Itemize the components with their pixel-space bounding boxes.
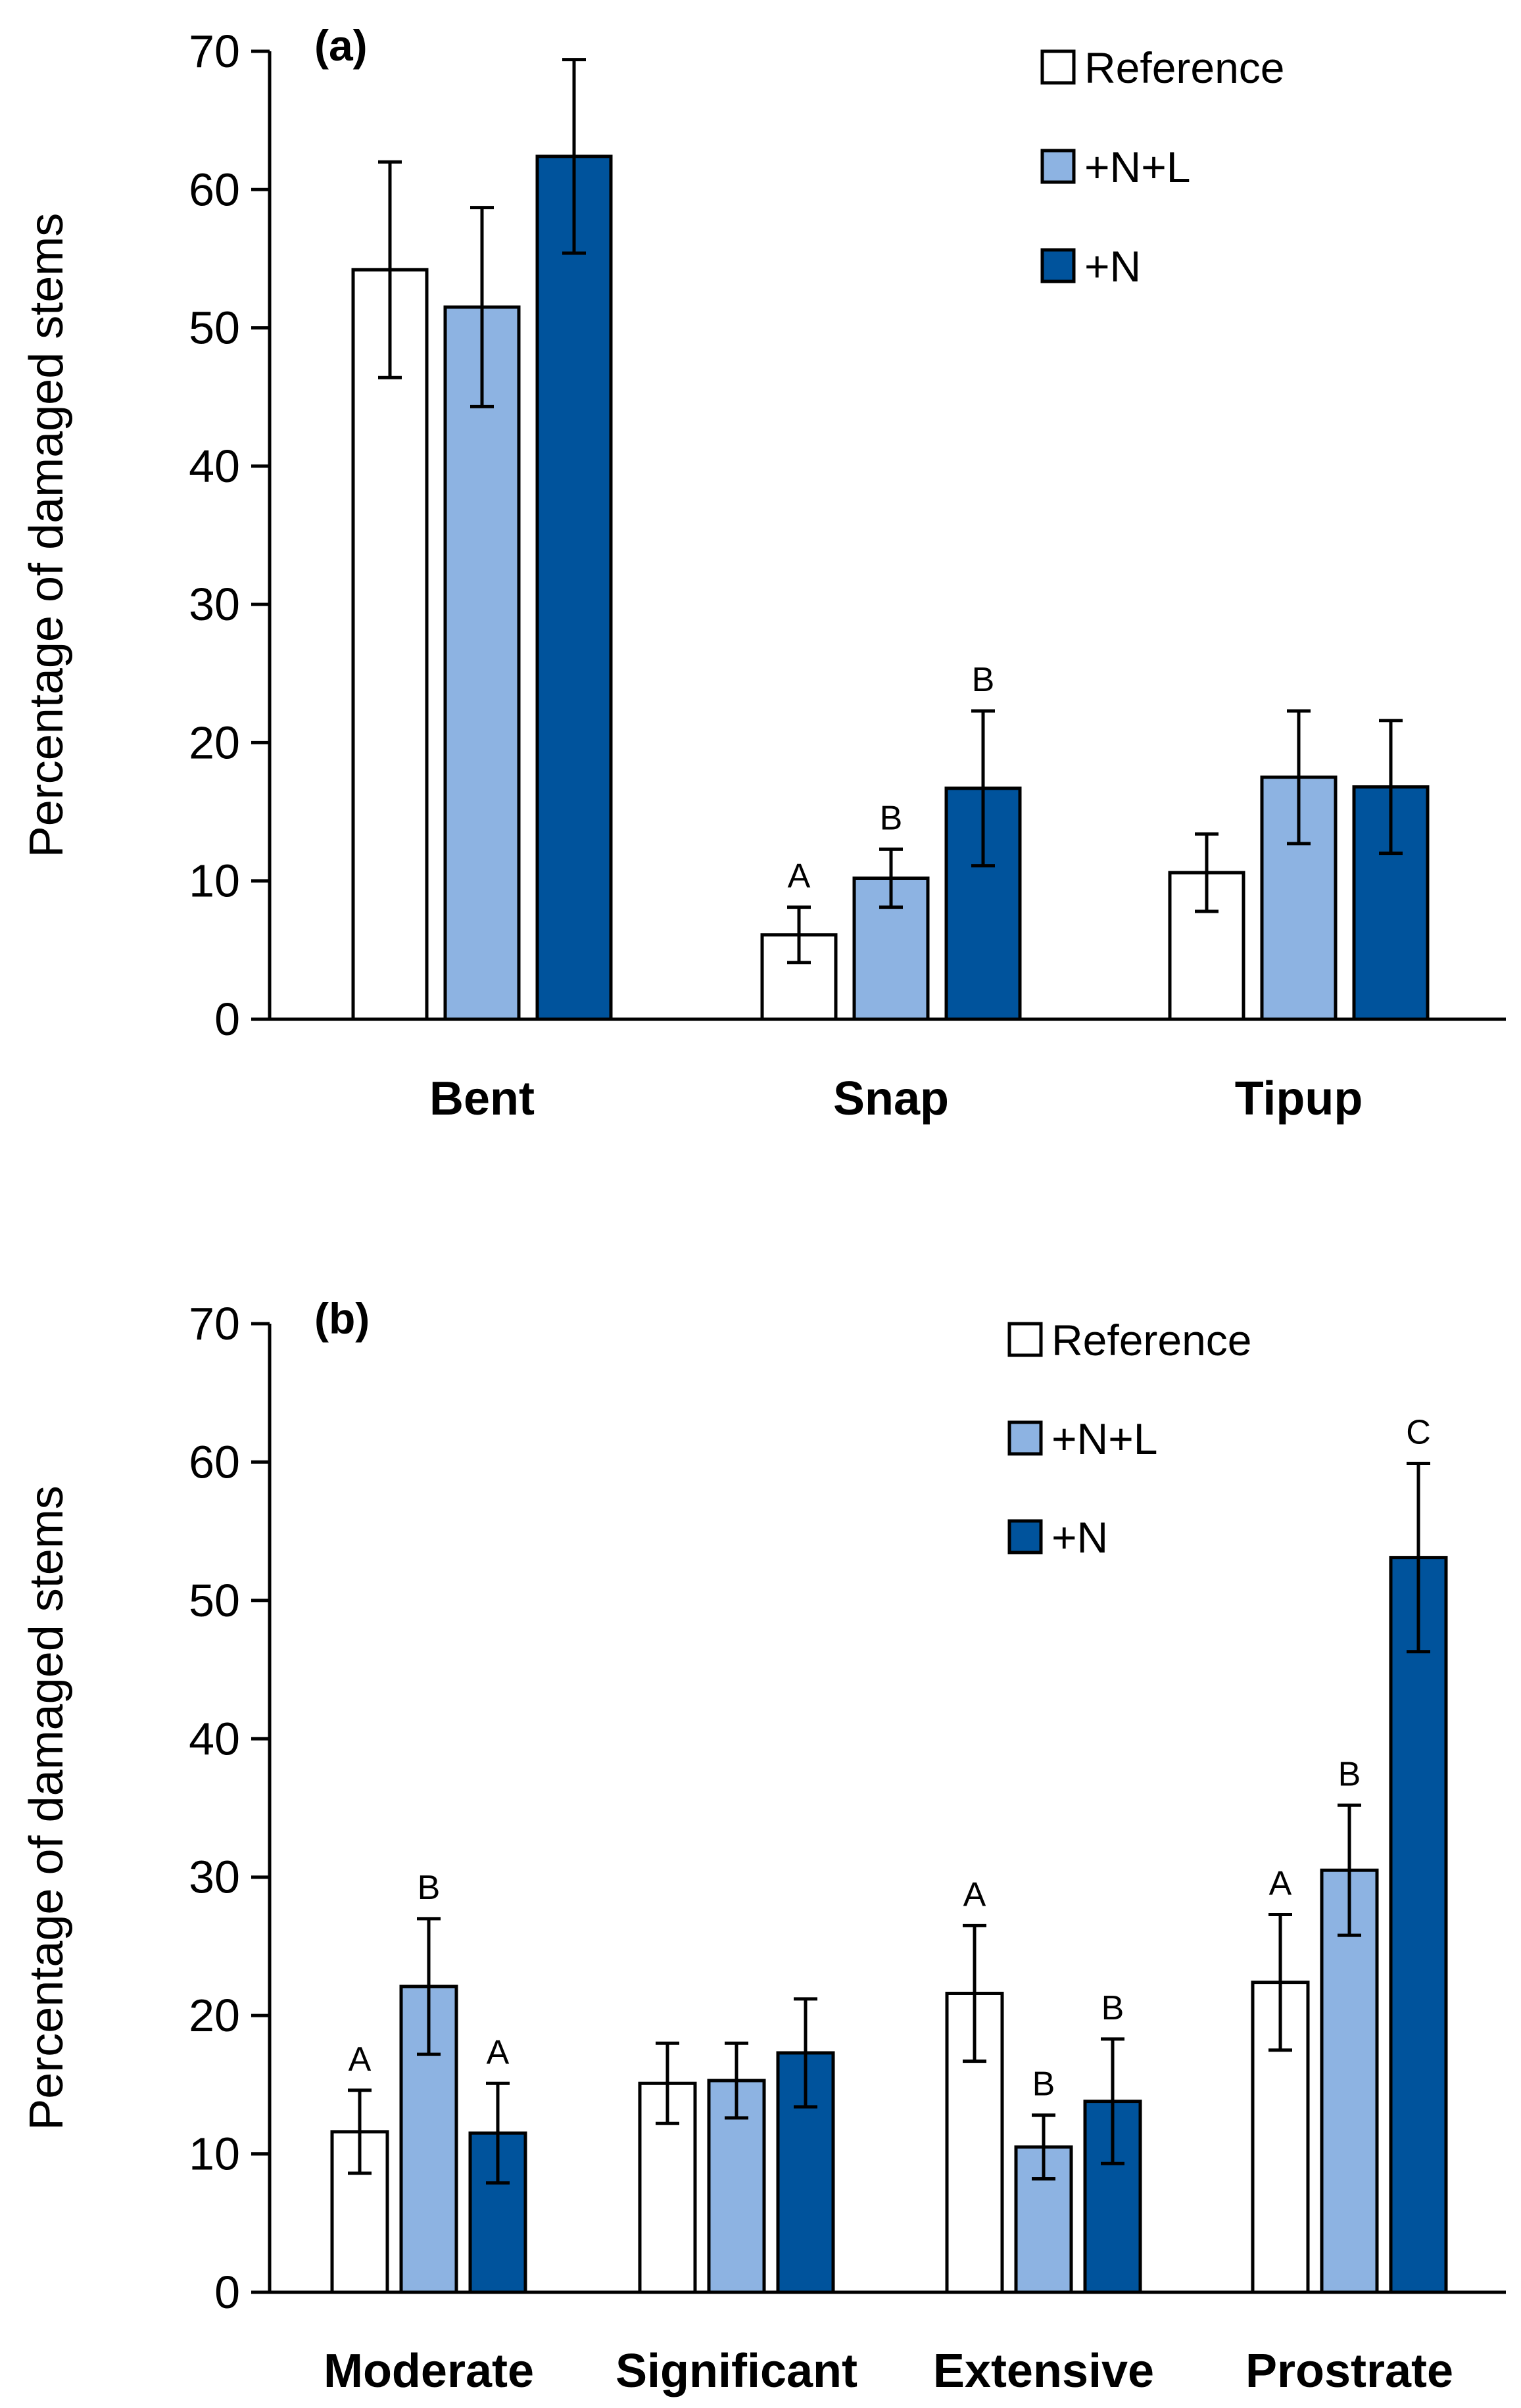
y-tick-label: 60: [189, 1436, 240, 1487]
y-tick-label: 40: [189, 441, 240, 492]
bar-reference: [351, 268, 429, 1021]
legend-swatch-reference: [1007, 1322, 1043, 1357]
legend-label: +N+L: [1051, 1414, 1157, 1463]
legend-label: +N+L: [1084, 143, 1190, 191]
category-label: Bent: [429, 1072, 535, 1125]
significance-letter: B: [418, 1869, 441, 1907]
y-tick-label: 30: [189, 1852, 240, 1903]
y-tick-label: 40: [189, 1713, 240, 1764]
legend-label: Reference: [1051, 1316, 1252, 1364]
bar-nl: [1320, 1868, 1379, 2294]
category-label: Extensive: [933, 2345, 1154, 2397]
significance-letter: C: [1406, 1414, 1431, 1452]
legend-swatch-reference: [1040, 49, 1076, 85]
y-tick-label: 30: [189, 579, 240, 630]
significance-letter: B: [1101, 1989, 1124, 2027]
legend-swatch-nl: [1007, 1420, 1043, 1456]
panel-label: (a): [314, 21, 368, 70]
significance-letter: A: [963, 1875, 986, 1914]
legend-swatch-n: [1040, 248, 1076, 283]
y-tick-label: 20: [189, 1990, 240, 2041]
significance-letter: A: [487, 2033, 510, 2071]
significance-letter: B: [1032, 2065, 1055, 2104]
bar-n: [535, 155, 613, 1021]
y-tick-label: 50: [189, 1575, 240, 1626]
panel-b: 0 10 20 30 40 50 60 70 Percentage of damaged ste…: [20, 1294, 1506, 2397]
y-tick-label: 70: [189, 1298, 240, 1349]
y-tick-label: 70: [189, 26, 240, 77]
y-tick-label: 20: [189, 717, 240, 768]
legend-swatch-nl: [1040, 149, 1076, 184]
y-axis-label: Percentage of damaged stems: [20, 1485, 73, 2131]
significance-letter: B: [880, 799, 903, 837]
category-label: Tipup: [1235, 1072, 1363, 1125]
y-tick-label: 10: [189, 2129, 240, 2180]
bar-n: [1389, 1556, 1448, 2294]
legend-swatch-n: [1007, 1519, 1043, 1554]
y-tick-label: 0: [214, 994, 240, 1045]
category-label: Snap: [833, 1072, 949, 1125]
category-label: Moderate: [324, 2345, 534, 2397]
legend-label: Reference: [1084, 43, 1285, 92]
bar-nl: [443, 305, 521, 1021]
significance-letter: A: [1269, 1865, 1292, 1903]
y-tick-label: 0: [214, 2267, 240, 2318]
y-tick-label: 10: [189, 855, 240, 907]
y-tick-label: 60: [189, 164, 240, 215]
panel-a: 0 10 20 30 40 50 60 70 Percentage of damaged ste…: [20, 21, 1506, 1125]
significance-letter: B: [972, 661, 995, 699]
category-label: Prostrate: [1245, 2345, 1453, 2397]
legend-label: +N: [1084, 242, 1141, 291]
panel-label: (b): [314, 1294, 370, 1343]
y-axis-label: Percentage of damaged stems: [20, 213, 73, 858]
significance-letter: A: [349, 2040, 372, 2079]
significance-letter: A: [788, 857, 811, 896]
significance-letter: B: [1338, 1755, 1361, 1793]
y-tick-label: 50: [189, 302, 240, 354]
legend-label: +N: [1051, 1513, 1108, 1562]
category-label: Significant: [616, 2345, 857, 2397]
